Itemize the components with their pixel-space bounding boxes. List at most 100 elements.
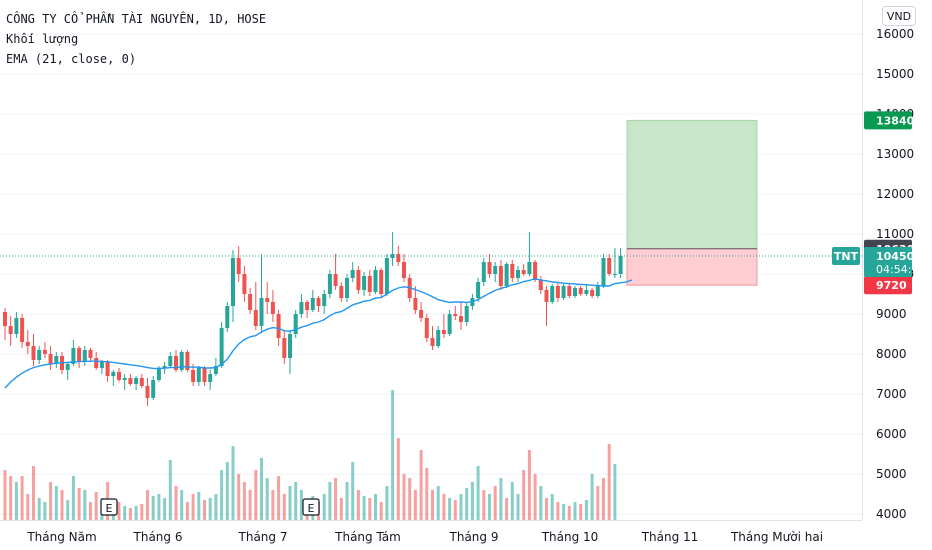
candle-body[interactable]: [590, 290, 595, 296]
candle-body[interactable]: [327, 274, 332, 294]
candle-body[interactable]: [231, 258, 235, 306]
candle-body[interactable]: [71, 348, 76, 364]
candle-body[interactable]: [436, 330, 441, 346]
candle-body[interactable]: [94, 358, 99, 368]
candle-body[interactable]: [145, 386, 150, 398]
candle-body[interactable]: [350, 270, 355, 278]
symbol-tag-bg[interactable]: [832, 247, 860, 265]
stop-price-tag-bg[interactable]: [864, 276, 912, 295]
candle-body[interactable]: [322, 294, 327, 306]
candle-body[interactable]: [373, 270, 378, 292]
earnings-marker[interactable]: [302, 498, 320, 516]
candle-body[interactable]: [367, 276, 372, 292]
candle-body[interactable]: [117, 372, 121, 380]
candle-body[interactable]: [293, 314, 298, 334]
candle-body[interactable]: [265, 298, 270, 302]
candle-body[interactable]: [82, 350, 87, 362]
ema-line[interactable]: [4, 278, 633, 389]
candle-body[interactable]: [379, 270, 384, 294]
candle-body[interactable]: [185, 352, 190, 370]
candle-body[interactable]: [459, 316, 463, 322]
candle-body[interactable]: [213, 366, 218, 374]
candle-body[interactable]: [555, 286, 560, 298]
candle-body[interactable]: [573, 288, 577, 296]
candle-body[interactable]: [362, 276, 367, 290]
candle-body[interactable]: [413, 298, 418, 310]
volume-indicator-label[interactable]: Khối lượng: [6, 32, 79, 46]
candle-body[interactable]: [595, 286, 600, 296]
candle-body[interactable]: [533, 262, 538, 280]
candle-body[interactable]: [561, 286, 566, 298]
candle-body[interactable]: [151, 380, 156, 398]
candle-body[interactable]: [270, 302, 275, 314]
candle-body[interactable]: [77, 348, 82, 362]
candle-body[interactable]: [402, 262, 406, 278]
currency-button[interactable]: VND: [882, 6, 916, 26]
candle-body[interactable]: [578, 288, 583, 294]
candle-body[interactable]: [441, 330, 446, 334]
candle-body[interactable]: [259, 298, 264, 326]
candle-body[interactable]: [122, 378, 127, 380]
candle-body[interactable]: [419, 310, 424, 318]
candle-body[interactable]: [453, 314, 458, 316]
candle-body[interactable]: [134, 378, 139, 384]
candle-body[interactable]: [14, 318, 19, 334]
candle-body[interactable]: [54, 356, 59, 364]
candle-body[interactable]: [31, 346, 36, 360]
time-axis[interactable]: Tháng Năm Tháng 6 Tháng 7 Tháng Tám Tháng 9 T…: [26, 530, 823, 544]
candle-body[interactable]: [310, 298, 315, 310]
candle-body[interactable]: [430, 338, 435, 346]
candle-body[interactable]: [487, 262, 492, 274]
candle-body[interactable]: [447, 314, 452, 334]
candle-body[interactable]: [516, 270, 520, 278]
candle-body[interactable]: [139, 378, 144, 386]
candle-body[interactable]: [305, 302, 310, 310]
candle-body[interactable]: [282, 338, 287, 358]
candle-body[interactable]: [88, 350, 93, 358]
price-axis[interactable]: 1600015000140001300012000110001000090008…: [876, 27, 914, 521]
candle-body[interactable]: [242, 274, 247, 294]
candle-body[interactable]: [567, 286, 572, 296]
loss-zone[interactable]: [626, 248, 758, 286]
candle-body[interactable]: [464, 306, 469, 322]
candle-body[interactable]: [99, 362, 104, 368]
candle-body[interactable]: [128, 378, 133, 384]
candle-body[interactable]: [299, 302, 304, 314]
candle-body[interactable]: [48, 354, 53, 364]
target-price-tag-bg[interactable]: [864, 111, 912, 130]
candle-body[interactable]: [584, 290, 589, 294]
candle-body[interactable]: [219, 328, 224, 366]
earnings-marker[interactable]: [100, 498, 118, 516]
chart-legend[interactable]: CÔNG TY CỔ PHẦN TÀI NGUYÊN, 1D, HOSE Khố…: [6, 9, 266, 69]
candle-body[interactable]: [384, 258, 389, 294]
candle-body[interactable]: [396, 254, 401, 262]
candle-body[interactable]: [333, 274, 338, 286]
candle-body[interactable]: [42, 350, 47, 354]
candle-body[interactable]: [504, 264, 509, 286]
symbol-title[interactable]: CÔNG TY CỔ PHẦN TÀI NGUYÊN, 1D, HOSE: [6, 12, 267, 26]
candle-body[interactable]: [65, 364, 70, 370]
candle-body[interactable]: [356, 270, 361, 290]
candle-body[interactable]: [20, 318, 25, 342]
candle-body[interactable]: [510, 264, 515, 278]
candle-body[interactable]: [276, 314, 281, 338]
candle-body[interactable]: [612, 274, 617, 275]
candle-body[interactable]: [174, 356, 178, 370]
candle-body[interactable]: [196, 368, 201, 382]
candle-body[interactable]: [607, 258, 612, 274]
candle-body[interactable]: [208, 374, 213, 382]
candle-body[interactable]: [8, 326, 13, 334]
candle-body[interactable]: [316, 298, 321, 306]
candle-body[interactable]: [498, 266, 503, 286]
candle-body[interactable]: [424, 318, 429, 338]
ema-indicator-label[interactable]: EMA (21, close, 0): [6, 52, 137, 66]
candle-body[interactable]: [538, 280, 543, 290]
candle-body[interactable]: [544, 290, 549, 302]
candle-body[interactable]: [521, 270, 526, 274]
candle-body[interactable]: [253, 310, 258, 326]
candle-body[interactable]: [168, 356, 173, 366]
candle-body[interactable]: [527, 262, 532, 274]
candle-body[interactable]: [476, 282, 481, 298]
candle-body[interactable]: [618, 256, 623, 274]
